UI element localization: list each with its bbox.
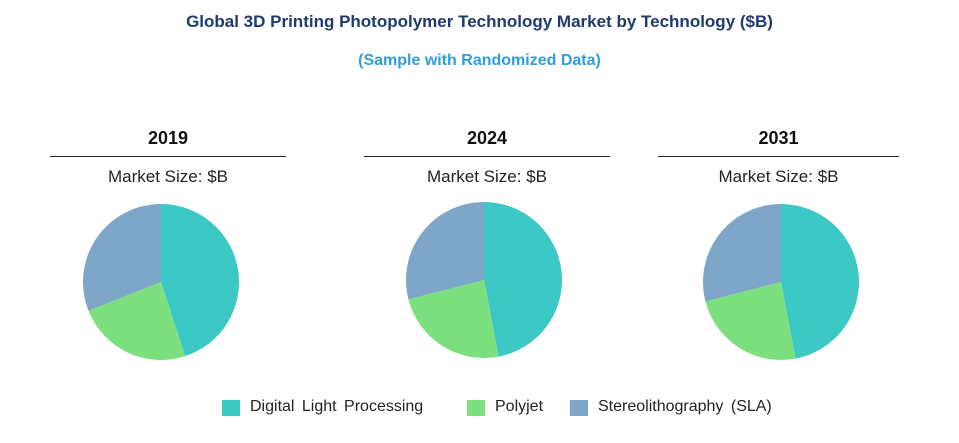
pie-chart-2024 xyxy=(406,202,562,358)
slice-polyjet xyxy=(705,282,796,360)
legend-label: Stereolithography (SLA) xyxy=(598,398,772,415)
legend-swatch-dlp xyxy=(222,400,240,416)
slice-sla xyxy=(406,202,484,300)
chart-title: Global 3D Printing Photopolymer Technolo… xyxy=(186,12,773,31)
chart-subtitle: (Sample with Randomized Data) xyxy=(358,52,601,69)
slice-dlp xyxy=(161,204,239,357)
slice-dlp xyxy=(781,204,859,359)
pie-year-label: 2031 xyxy=(758,128,799,148)
pie-chart-2019 xyxy=(82,204,239,360)
slice-sla xyxy=(703,204,781,302)
pie-year-label: 2019 xyxy=(147,128,189,148)
slice-polyjet xyxy=(88,282,186,360)
market-size-label: Market Size: $B xyxy=(718,167,839,186)
market-size-label: Market Size: $B xyxy=(108,167,228,186)
legend: Digital Light Processing Polyjet Stereol… xyxy=(0,396,959,420)
slice-sla xyxy=(82,204,161,311)
year-divider xyxy=(50,156,286,157)
legend-swatch-sla xyxy=(570,400,588,416)
pie-panel-2019: 2019 Market Size: $B xyxy=(50,120,286,187)
market-size-label: Market Size: $B xyxy=(427,167,547,186)
pie-year-label: 2024 xyxy=(466,128,508,148)
slice-polyjet xyxy=(408,280,499,358)
legend-label: Digital Light Processing xyxy=(250,398,424,415)
year-divider xyxy=(658,156,899,157)
legend-swatch-polyjet xyxy=(467,400,485,416)
year-divider xyxy=(364,156,610,157)
pie-panel-2024: 2024 Market Size: $B xyxy=(364,120,610,187)
slice-dlp xyxy=(484,202,562,357)
legend-label: Polyjet xyxy=(495,398,544,415)
pie-chart-2031 xyxy=(703,204,859,360)
pie-panel-2031: 2031 Market Size: $B xyxy=(658,120,899,187)
